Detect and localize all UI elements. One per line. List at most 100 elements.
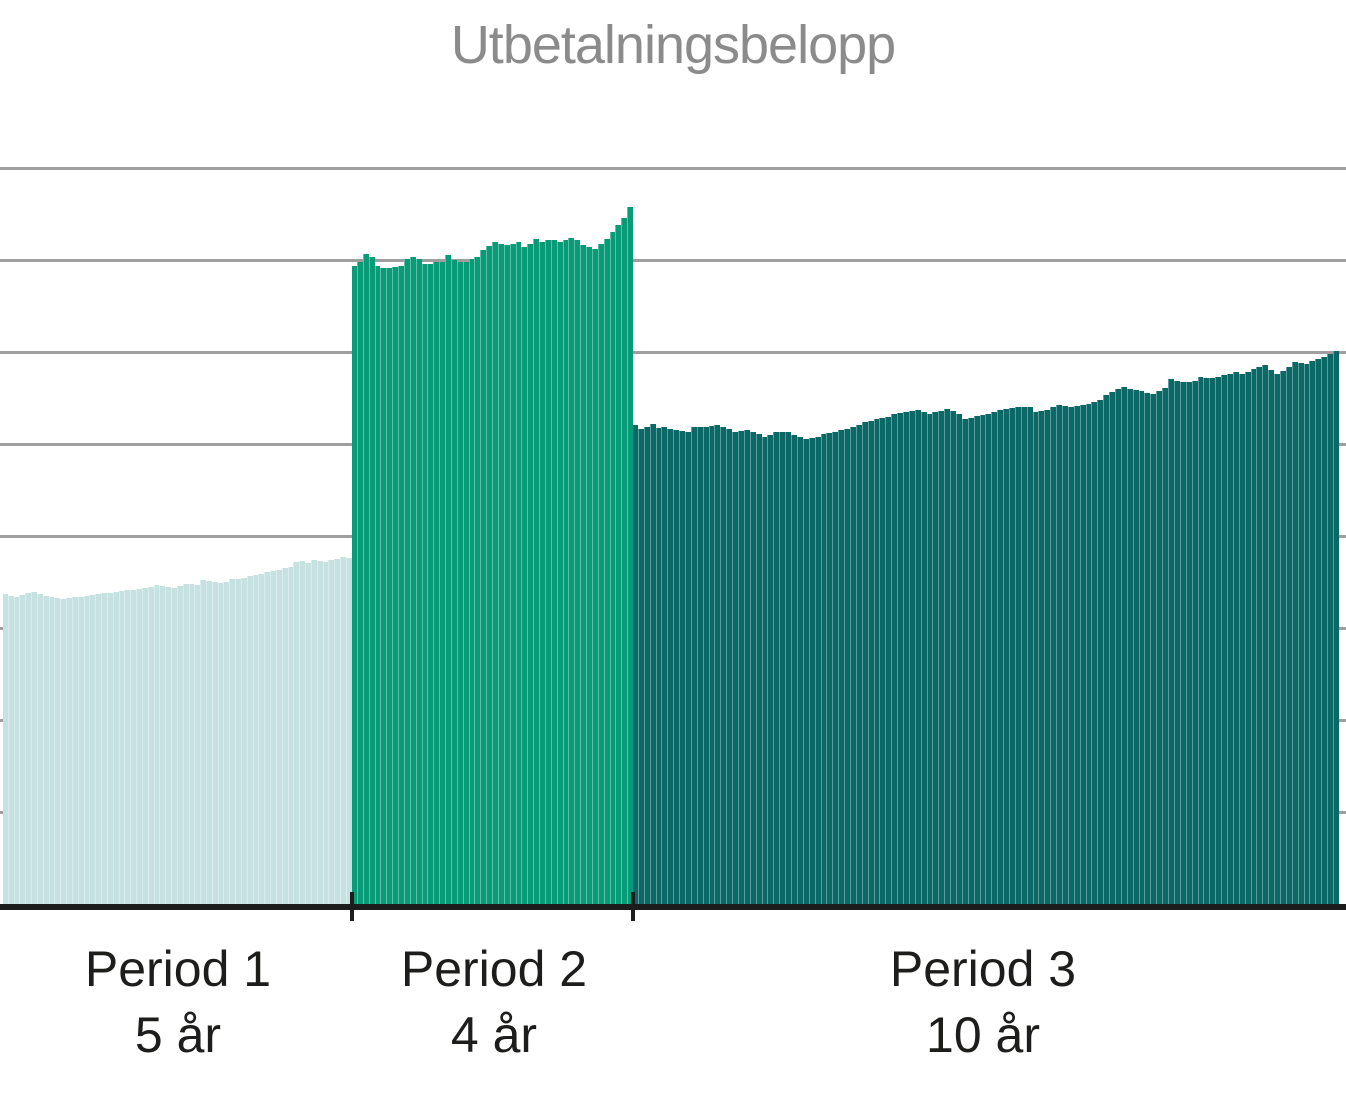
bar bbox=[908, 411, 915, 906]
bar bbox=[802, 438, 809, 906]
bar bbox=[1268, 369, 1275, 906]
bar bbox=[1014, 407, 1021, 906]
bar bbox=[533, 239, 539, 906]
bar bbox=[649, 423, 656, 906]
bar bbox=[773, 432, 780, 906]
bar bbox=[509, 243, 516, 906]
bar bbox=[141, 587, 148, 906]
bar bbox=[985, 413, 992, 906]
bar bbox=[403, 259, 410, 906]
bar bbox=[527, 243, 534, 906]
period-1-duration: 5 år bbox=[134, 1007, 222, 1063]
bar bbox=[223, 582, 230, 906]
bar bbox=[264, 572, 271, 906]
bar bbox=[574, 239, 581, 906]
bar bbox=[1203, 377, 1210, 906]
bar bbox=[322, 561, 329, 906]
bar bbox=[615, 225, 622, 906]
bar bbox=[1115, 389, 1121, 906]
bar bbox=[386, 268, 393, 906]
bar bbox=[246, 575, 253, 906]
bar bbox=[299, 561, 306, 906]
bar bbox=[849, 426, 856, 906]
bar bbox=[258, 573, 265, 906]
bar bbox=[938, 411, 945, 906]
bar bbox=[1032, 412, 1039, 906]
bar bbox=[31, 592, 37, 906]
bar bbox=[539, 241, 545, 906]
bar bbox=[767, 435, 774, 906]
period-3-duration: 10 år bbox=[926, 1007, 1040, 1063]
bar bbox=[673, 430, 680, 906]
bar bbox=[732, 432, 739, 906]
bar bbox=[89, 595, 96, 906]
bar bbox=[1020, 407, 1027, 906]
period-3-name: Period 3 bbox=[889, 941, 1077, 997]
bar bbox=[334, 559, 341, 906]
chart-title: Utbetalningsbelopp bbox=[450, 15, 896, 75]
bar bbox=[861, 422, 868, 906]
bar bbox=[603, 239, 610, 906]
bar bbox=[106, 593, 113, 906]
bar bbox=[755, 434, 762, 906]
bar bbox=[702, 426, 709, 906]
bar bbox=[1226, 374, 1233, 906]
bar bbox=[597, 243, 604, 906]
bar bbox=[1103, 395, 1110, 906]
bar bbox=[902, 412, 909, 906]
axis-tick-period-2-3-boundary bbox=[631, 892, 635, 921]
bar bbox=[415, 259, 422, 906]
bar bbox=[1003, 409, 1009, 906]
bar bbox=[696, 426, 703, 906]
bar bbox=[1156, 390, 1163, 906]
bar bbox=[1091, 401, 1098, 906]
bar bbox=[914, 410, 921, 906]
bar bbox=[60, 598, 67, 906]
bar bbox=[1303, 364, 1310, 906]
bar bbox=[1138, 390, 1145, 906]
bar bbox=[991, 412, 998, 906]
bar bbox=[591, 249, 598, 906]
bar bbox=[281, 568, 288, 906]
period-2-duration: 4 år bbox=[450, 1007, 538, 1063]
bar bbox=[200, 580, 206, 906]
bar bbox=[1221, 375, 1227, 906]
bar-group-period-2 bbox=[352, 167, 633, 906]
bar bbox=[738, 431, 744, 906]
bar bbox=[480, 250, 487, 906]
bar bbox=[1309, 361, 1316, 906]
bar bbox=[229, 579, 236, 906]
bar bbox=[112, 592, 119, 906]
bar bbox=[462, 262, 469, 906]
bar bbox=[714, 424, 721, 906]
bar bbox=[633, 424, 638, 906]
plot-area bbox=[3, 167, 1339, 906]
bar bbox=[1126, 389, 1133, 906]
bar bbox=[844, 428, 850, 906]
bar bbox=[1050, 407, 1057, 906]
bar bbox=[1238, 374, 1245, 906]
bar bbox=[398, 265, 404, 906]
bar bbox=[19, 595, 26, 906]
bar bbox=[655, 427, 662, 906]
bar bbox=[328, 560, 335, 906]
bar bbox=[1315, 358, 1322, 906]
bar bbox=[165, 586, 172, 906]
x-axis-line bbox=[0, 904, 1346, 910]
bar bbox=[486, 246, 492, 906]
bar bbox=[83, 596, 90, 906]
bar-group-period-3 bbox=[633, 167, 1339, 906]
bar bbox=[1067, 407, 1074, 906]
bar bbox=[48, 596, 55, 906]
bar bbox=[679, 431, 686, 906]
bar bbox=[7, 596, 14, 906]
bar bbox=[779, 432, 786, 906]
bar bbox=[1215, 377, 1222, 906]
gridline bbox=[0, 351, 1346, 354]
bar bbox=[456, 262, 463, 906]
bar bbox=[643, 426, 650, 906]
bar bbox=[211, 582, 218, 906]
bar bbox=[826, 433, 833, 906]
bar bbox=[1262, 365, 1269, 906]
bar bbox=[340, 557, 346, 906]
